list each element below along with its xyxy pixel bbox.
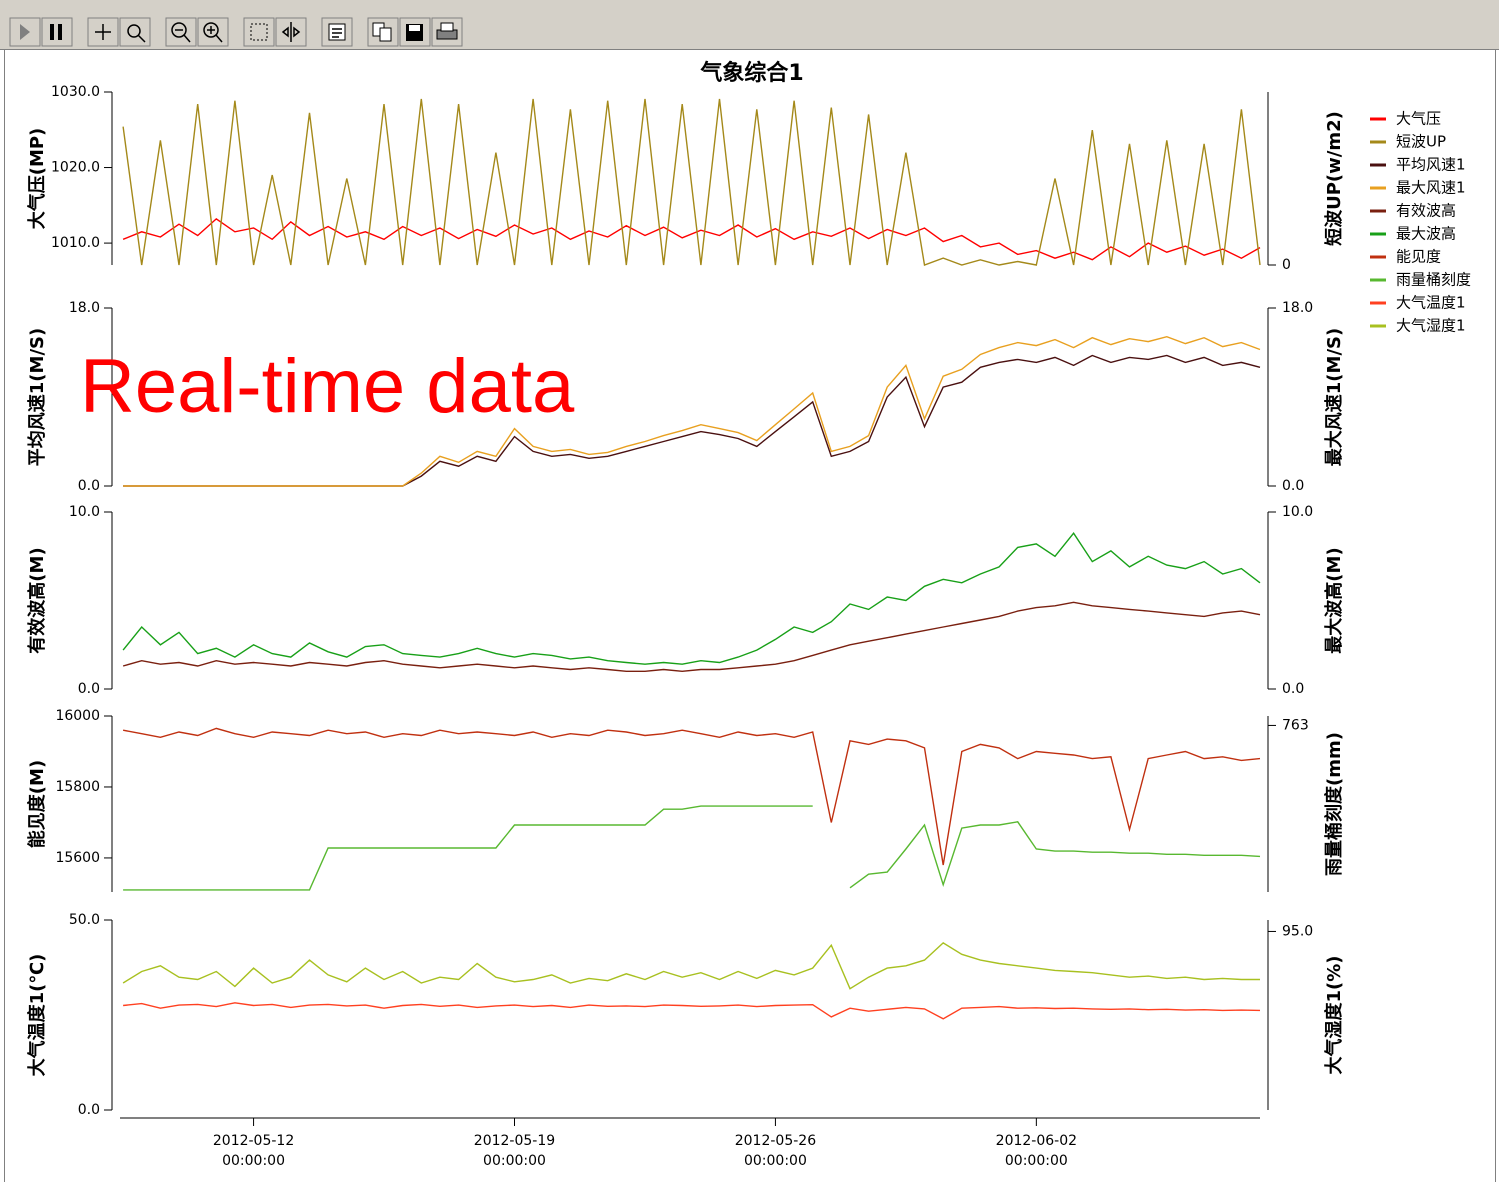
y2-tick-label: 18.0 [1282,300,1313,316]
y2-tick-label: 10.0 [1282,504,1313,520]
y2-axis-label: 大气湿度1(%) [1323,955,1345,1074]
y-tick-label: 1030.0 [51,84,100,100]
series-line [123,805,1261,891]
watermark: Real-time data [80,344,575,429]
legend-label: 平均风速1 [1396,156,1466,174]
chart-title: 气象综合1 [699,60,803,86]
y-axis-label: 有效波高(M) [26,547,48,653]
y-tick-label: 0.0 [78,478,100,494]
y2-tick-label: 0 [1282,257,1291,273]
series-line [123,1002,1261,1020]
pause-button[interactable] [41,17,73,47]
zoom-out-button[interactable] [165,17,197,47]
y2-tick-label: 95.0 [1282,923,1313,939]
x-tick-time: 00:00:00 [483,1153,546,1169]
toolbar [0,0,1499,50]
print-button[interactable] [431,17,463,47]
y-tick-label: 1020.0 [51,160,100,176]
y-tick-label: 0.0 [78,1102,100,1118]
y-axis-label: 能见度(M) [26,760,48,848]
save-button[interactable] [399,17,431,47]
series-line [122,601,1261,673]
legend-label: 最大波高 [1396,225,1456,243]
plot-area: 1010.0 1020.0 1030.0 0 大气压(MP) 短波UP(w/m2) 0.0 1… [26,84,1471,1169]
properties-button[interactable] [321,17,353,47]
series-line [123,335,1261,487]
zoom-area-button[interactable] [119,17,151,47]
y2-tick-label: 763 [1282,717,1309,733]
series-line [122,727,1261,866]
y-axis-label: 平均风速1(M/S) [26,328,48,466]
y2-axis-label: 雨量桶刻度(mm) [1323,732,1345,876]
x-tick-time: 00:00:00 [744,1153,807,1169]
legend-label: 能见度 [1396,248,1441,266]
fit-button[interactable] [275,17,307,47]
series-line [122,942,1260,990]
legend-label: 大气压 [1396,110,1441,128]
play-button[interactable] [9,17,41,47]
zoom-in-button[interactable] [197,17,229,47]
y-tick-label: 50.0 [69,912,100,928]
legend-label: 短波UP [1396,133,1446,151]
y2-tick-label: 0.0 [1282,478,1304,494]
legend-label: 有效波高 [1396,202,1456,220]
y2-axis-label: 短波UP(w/m2) [1323,111,1345,246]
legend-label: 大气湿度1 [1396,317,1466,335]
y2-axis-label: 最大波高(M) [1323,547,1345,653]
series-line [122,532,1261,665]
y-tick-label: 15600 [55,850,100,866]
x-tick-label: 2012-05-19 [474,1133,555,1149]
y-axis-label: 大气压(MP) [26,128,48,230]
copy-button[interactable] [367,17,399,47]
pan-button[interactable] [87,17,119,47]
y-axis-label: 大气温度1(℃) [26,954,48,1077]
y-tick-label: 10.0 [69,504,100,520]
x-tick-label: 2012-05-26 [735,1133,816,1149]
x-tick-time: 00:00:00 [1005,1153,1068,1169]
x-tick-label: 2012-05-12 [213,1133,294,1149]
y-tick-label: 16000 [55,708,100,724]
y2-axis-label: 最大风速1(M/S) [1323,328,1345,466]
legend-label: 最大风速1 [1396,179,1466,197]
y-tick-label: 15800 [55,779,100,795]
x-tick-time: 00:00:00 [222,1153,285,1169]
x-tick-label: 2012-06-02 [996,1133,1077,1149]
y-tick-label: 0.0 [78,681,100,697]
y-tick-label: 1010.0 [51,235,100,251]
y2-tick-label: 0.0 [1282,681,1304,697]
y-tick-label: 18.0 [69,300,100,316]
legend-label: 雨量桶刻度 [1396,271,1471,289]
select-button[interactable] [243,17,275,47]
legend-label: 大气温度1 [1396,294,1466,312]
series-line [122,98,1261,266]
